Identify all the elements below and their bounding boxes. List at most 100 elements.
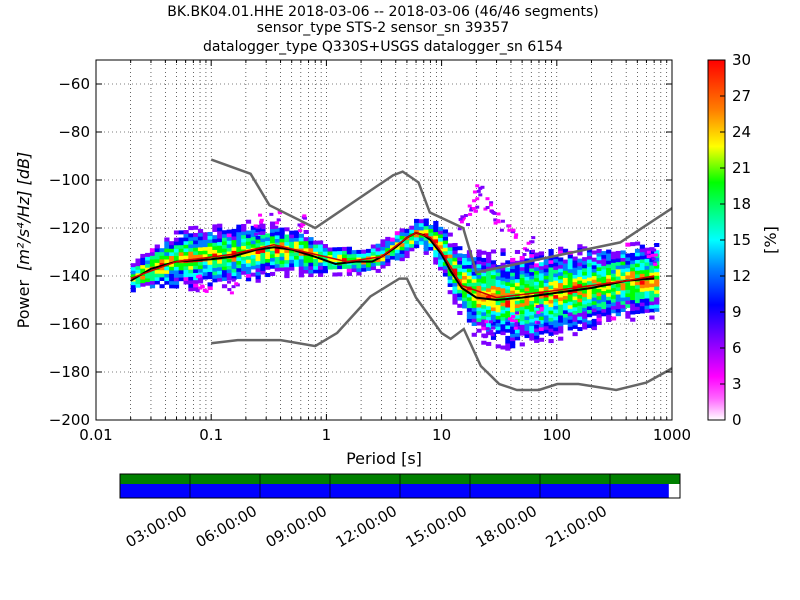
- psd-cell: [140, 275, 146, 280]
- psd-cell: [562, 288, 569, 293]
- psd-cell: [212, 224, 218, 229]
- psd-outlier-cell: [270, 225, 275, 229]
- psd-cell: [649, 250, 655, 255]
- psd-cell: [524, 280, 530, 285]
- psd-cell: [558, 315, 564, 320]
- psd-cell: [154, 276, 160, 281]
- psd-cell: [558, 279, 564, 284]
- psd-cell: [505, 274, 511, 279]
- psd-cell: [519, 277, 525, 282]
- psd-cell: [289, 234, 295, 239]
- psd-cell: [466, 318, 473, 323]
- coverage-band-psd: [120, 484, 669, 498]
- psd-cell: [394, 249, 401, 254]
- psd-cell: [274, 231, 280, 236]
- psd-cell: [226, 276, 232, 281]
- psd-cell: [591, 272, 597, 277]
- psd-cell: [615, 272, 621, 277]
- psd-cell: [462, 297, 468, 302]
- psd-cell: [366, 266, 372, 271]
- psd-cell: [428, 232, 434, 237]
- psd-cell: [370, 244, 377, 249]
- psd-cell: [462, 257, 468, 262]
- psd-cell: [241, 241, 247, 246]
- psd-outlier-cell: [473, 209, 478, 213]
- psd-cell: [548, 310, 554, 315]
- psd-cell: [466, 304, 473, 309]
- psd-cell: [610, 284, 617, 289]
- psd-cell: [178, 244, 184, 249]
- psd-cell: [188, 272, 194, 277]
- psd-cell: [385, 236, 391, 241]
- psd-cell: [529, 275, 535, 280]
- psd-cell: [471, 318, 477, 323]
- psd-cell: [428, 224, 434, 229]
- figure-title: BK.BK04.01.HHE 2018-03-06 -- 2018-03-06 …: [167, 4, 599, 55]
- psd-cell: [385, 247, 391, 252]
- psd-cell: [577, 309, 583, 314]
- psd-cell: [476, 285, 482, 290]
- psd-cell: [178, 277, 184, 282]
- psd-cell: [630, 310, 636, 315]
- psd-cell: [188, 247, 194, 252]
- psd-cell: [250, 240, 256, 245]
- psd-cell: [188, 254, 194, 259]
- psd-cell: [471, 289, 477, 294]
- psd-cell: [476, 299, 482, 304]
- colorbar-tick-label: 24: [732, 123, 751, 141]
- psd-cell: [231, 275, 237, 280]
- psd-cell: [361, 249, 367, 254]
- psd-cell: [529, 286, 535, 291]
- psd-cell: [188, 236, 194, 241]
- psd-cell: [370, 266, 377, 271]
- psd-cell: [596, 302, 602, 307]
- psd-cell: [284, 227, 290, 232]
- psd-cell: [654, 293, 660, 298]
- psd-cell: [447, 282, 453, 287]
- psd-cell: [630, 252, 636, 257]
- psd-cell: [457, 253, 463, 258]
- psd-outlier-cell: [540, 306, 545, 310]
- psd-cell: [582, 293, 588, 298]
- psd-cell: [548, 328, 554, 333]
- psd-cell: [308, 262, 314, 267]
- psd-cell: [649, 268, 655, 273]
- psd-cell: [197, 265, 204, 270]
- psd-cell: [202, 275, 208, 280]
- psd-cell: [577, 276, 583, 281]
- psd-cell: [226, 272, 232, 277]
- psd-cell: [654, 286, 660, 291]
- psd-cell: [591, 293, 597, 298]
- psd-cell: [313, 247, 319, 252]
- psd-cell: [226, 243, 232, 248]
- psd-cell: [500, 298, 506, 303]
- psd-cell: [317, 247, 324, 252]
- psd-cell: [615, 308, 621, 313]
- psd-cell: [572, 324, 578, 329]
- psd-cell: [418, 240, 425, 245]
- psd-outlier-cell: [458, 218, 463, 222]
- psd-cell: [582, 325, 588, 330]
- psd-cell: [452, 286, 458, 291]
- psd-cell: [577, 294, 583, 299]
- psd-cell: [471, 296, 477, 301]
- psd-cell: [274, 235, 280, 240]
- psd-cell: [279, 256, 285, 261]
- psd-cell: [221, 262, 228, 267]
- psd-cell: [317, 262, 324, 267]
- psd-cell: [317, 269, 324, 274]
- psd-cell: [553, 287, 559, 292]
- psd-cell: [625, 275, 631, 280]
- psd-cell: [610, 305, 617, 310]
- psd-cell: [279, 259, 285, 264]
- psd-cell: [486, 298, 492, 303]
- psd-cell: [154, 248, 160, 253]
- psd-cell: [327, 247, 333, 252]
- psd-cell: [188, 283, 194, 288]
- psd-cell: [529, 322, 535, 327]
- psd-cell: [538, 283, 545, 288]
- psd-cell: [438, 255, 444, 260]
- psd-cell: [558, 275, 564, 280]
- psd-cell: [634, 309, 641, 314]
- psd-cell: [630, 281, 636, 286]
